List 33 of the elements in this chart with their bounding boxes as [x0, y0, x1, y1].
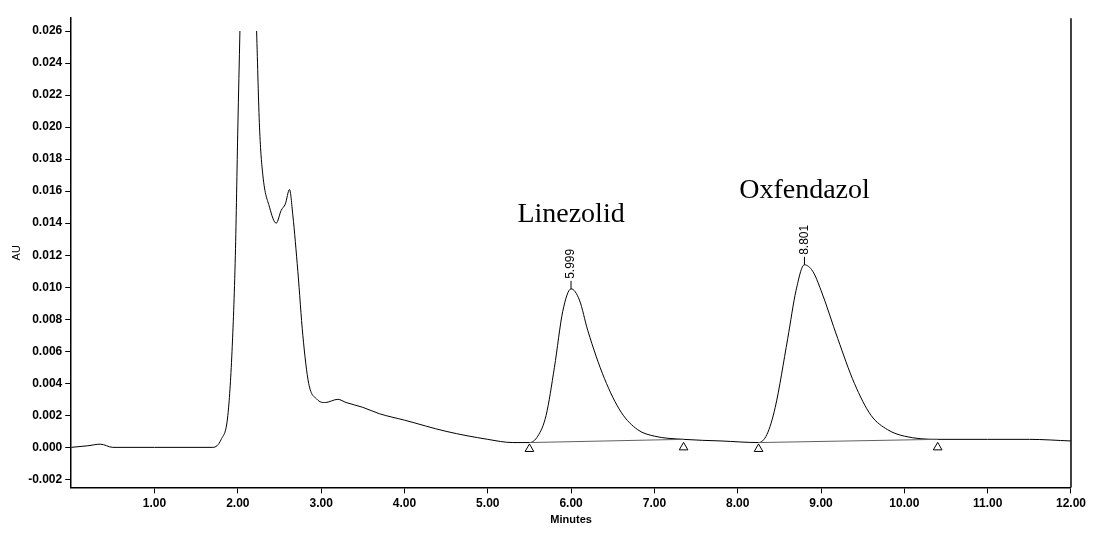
- y-tick-label: 0.008: [32, 311, 63, 326]
- y-tick-label: 0.016: [32, 183, 63, 198]
- x-tick-label: 10.00: [889, 495, 920, 510]
- x-tick-label: 2.00: [226, 495, 250, 510]
- y-tick-label: 0.006: [32, 343, 63, 358]
- x-tick-label: 8.00: [726, 495, 750, 510]
- y-tick-label: 0.000: [32, 439, 63, 454]
- y-tick-label: 0.010: [32, 279, 63, 294]
- y-tick-label: 0.014: [32, 215, 63, 230]
- y-tick-label: 0.022: [32, 87, 63, 102]
- y-tick-label: 0.024: [32, 55, 63, 70]
- y-tick-label: -0.002: [28, 471, 63, 486]
- annotation: Oxfendazol: [739, 173, 870, 205]
- x-tick-label: 7.00: [642, 495, 667, 510]
- y-tick-label: 0.026: [32, 23, 63, 38]
- annotation: 5.999: [563, 248, 578, 279]
- x-tick-label: 5.00: [476, 495, 500, 510]
- y-tick-label: 0.020: [32, 119, 63, 134]
- y-tick-label: 0.012: [32, 247, 63, 262]
- x-tick-label: 9.00: [809, 495, 834, 510]
- annotation: Linezolid: [517, 197, 625, 229]
- annotation: 8.801: [796, 224, 811, 255]
- y-tick-label: 0.004: [32, 375, 63, 390]
- x-axis-title: Minutes: [550, 513, 592, 526]
- y-axis-title: AU: [9, 245, 22, 261]
- x-tick-label: 1.00: [142, 495, 167, 510]
- x-tick-label: 12.00: [1055, 495, 1087, 510]
- x-tick-label: 11.00: [972, 495, 1003, 510]
- y-tick-label: 0.002: [32, 407, 63, 422]
- x-tick-label: 4.00: [392, 495, 417, 510]
- y-tick-label: 0.018: [32, 151, 63, 166]
- x-tick-label: 6.00: [559, 495, 584, 510]
- x-tick-label: 3.00: [309, 495, 334, 510]
